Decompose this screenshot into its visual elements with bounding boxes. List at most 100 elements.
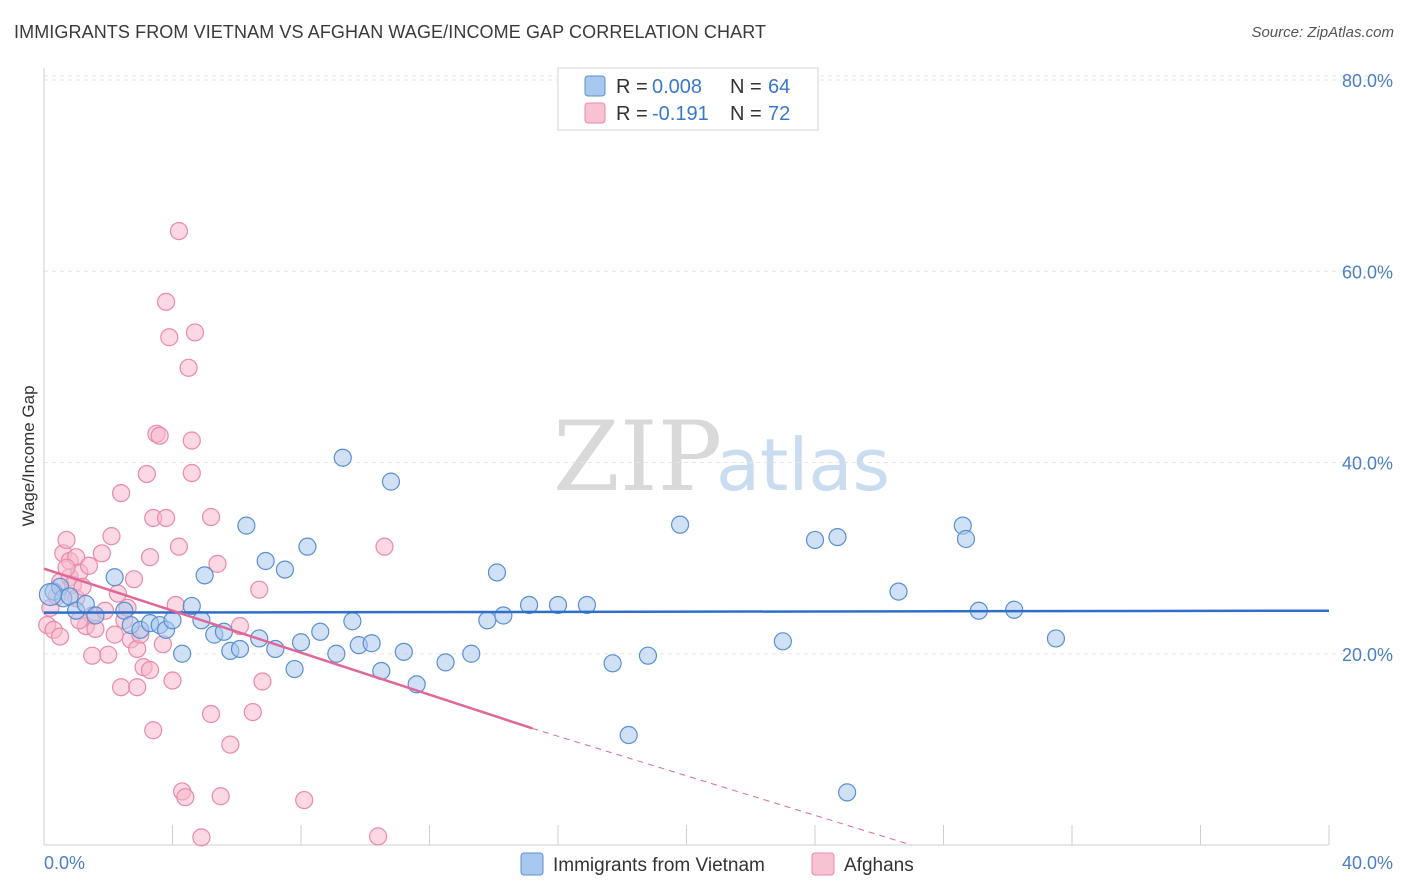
vietnam-point-46 [519, 595, 539, 615]
afghans-point-43 [156, 508, 176, 528]
bottom-legend-swatch-vietnam [520, 852, 544, 876]
afghans-point-55 [192, 828, 211, 847]
vietnam-point-20 [214, 622, 233, 641]
trend-lines [43, 567, 1330, 846]
watermark-zip: ZIP [553, 401, 722, 513]
vietnam-point-18 [195, 566, 214, 585]
legend-r-value-2: -0.191 [652, 103, 709, 125]
vietnam-point-23 [237, 516, 256, 535]
vietnam-point-29 [291, 633, 311, 652]
grid-layer [44, 75, 1393, 655]
vietnam-point-48 [577, 595, 597, 615]
afghans-point-50 [176, 788, 195, 807]
bottom-legend-swatch-afghans [811, 852, 835, 876]
y-tick-label-60: 60.0% [1342, 262, 1393, 282]
vietnam-point-47 [548, 595, 568, 615]
afghans-point-26 [111, 678, 131, 697]
afghans-point-16 [79, 556, 99, 575]
axis-layer: 20.0% 40.0% 60.0% 80.0% [43, 68, 1393, 846]
afghans-point-53 [182, 463, 201, 483]
afghans-point-45 [163, 671, 182, 690]
x-tick-label-min: 0.0% [44, 853, 85, 873]
afghans-point-60 [221, 735, 240, 754]
vietnam-point-45 [494, 606, 513, 625]
afghans-point-54 [185, 323, 205, 342]
afghans-point-57 [201, 507, 221, 527]
afghans-point-38 [144, 721, 163, 740]
bottom-legend-label-afghans: Afghans [844, 855, 914, 876]
afghans-point-58 [208, 554, 227, 573]
vietnam-point-57 [889, 582, 908, 601]
legend-swatch-afghans [584, 102, 606, 124]
vietnam-point-62 [1046, 629, 1066, 648]
x-tick-label-max: 40.0% [1342, 853, 1393, 873]
afghans-point-34 [137, 464, 156, 484]
vietnam-point-14 [163, 611, 182, 630]
legend-swatch-vietnam [584, 75, 606, 97]
source-credit: Source: ZipAtlas.com [1251, 24, 1394, 41]
y-tick-label-80: 80.0% [1342, 71, 1393, 91]
legend-n-label-2: N = [730, 103, 762, 125]
legend-n-value-1: 64 [768, 76, 790, 98]
vietnam-point-44 [487, 563, 507, 582]
afghans-point-51 [179, 358, 198, 377]
vietnam-point-39 [394, 642, 413, 661]
afghans-point-25 [111, 484, 131, 503]
afghans-point-5 [50, 627, 70, 646]
afghans-point-56 [201, 704, 221, 724]
vietnam-point-55 [828, 527, 847, 547]
vietnam-point-53 [773, 632, 792, 651]
vietnam-point-49 [603, 654, 622, 673]
vietnam-point-61 [1005, 600, 1024, 619]
vietnam-point-7 [105, 568, 124, 587]
vietnam-point-51 [638, 646, 658, 665]
afghans-point-40 [150, 426, 169, 445]
afghans-trend-line [43, 567, 533, 730]
vietnam-point-42 [462, 644, 481, 663]
afghans-point-69 [128, 678, 147, 697]
y-tick-label-20: 20.0% [1342, 645, 1393, 665]
legend-r-label-1: R = [616, 76, 648, 98]
vietnam-point-50 [619, 725, 638, 745]
vietnam-point-27 [275, 560, 295, 579]
legend-r-value-1: 0.008 [652, 76, 702, 98]
vietnam-point-25 [256, 551, 275, 571]
vietnam-point-6 [86, 606, 105, 625]
vietnam-point-41 [436, 653, 455, 672]
vietnam-point-59 [956, 529, 976, 549]
afghans-point-64 [253, 672, 272, 691]
afghans-point-62 [243, 702, 262, 722]
vietnam-point-54 [805, 530, 825, 550]
afghans-point-7 [57, 530, 76, 550]
afghans-point-44 [160, 328, 179, 347]
afghans-point-59 [211, 787, 230, 806]
afghans-point-47 [169, 537, 189, 556]
afghans-point-48 [169, 221, 189, 241]
series-legend: Immigrants from Vietnam Afghans [520, 852, 914, 876]
y-axis-label: Wage/Income Gap [19, 385, 38, 526]
afghans-point-36 [140, 548, 160, 567]
afghans-point-30 [124, 570, 144, 589]
afghans-point-35 [140, 660, 160, 680]
vietnam-point-32 [327, 644, 346, 663]
legend-n-label-1: N = [730, 76, 762, 98]
vietnam-point-36 [362, 634, 381, 653]
legend-n-value-2: 72 [768, 103, 790, 125]
afghans-point-21 [99, 645, 118, 664]
afghans-points [38, 221, 394, 847]
vietnam-point-43 [478, 611, 497, 630]
vietnam-point-33 [333, 448, 352, 467]
vietnam-point-22 [230, 639, 250, 659]
watermark-atlas: atlas [716, 423, 890, 507]
afghans-point-52 [182, 431, 201, 450]
bottom-legend-label-vietnam: Immigrants from Vietnam [553, 855, 765, 876]
vietnam-trend-line [43, 609, 1330, 614]
vietnam-point-31 [311, 622, 330, 641]
afghans-point-23 [105, 625, 124, 644]
afghans-point-66 [369, 827, 388, 846]
afghans-point-65 [295, 790, 314, 810]
legend-r-label-2: R = [616, 103, 648, 125]
vietnam-point-28 [285, 659, 304, 679]
vietnam-point-16 [182, 596, 201, 616]
